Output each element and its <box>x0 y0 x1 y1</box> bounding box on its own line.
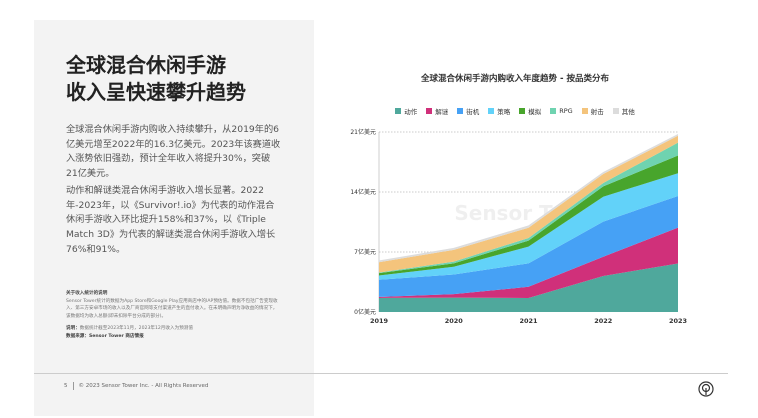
legend-item: 解谜 <box>426 106 448 116</box>
paragraph-2: 动作和解谜类混合休闲手游收入增长显著。2022年-2023年，以《Survivo… <box>66 185 276 255</box>
x-tick-label: 2022 <box>594 317 612 325</box>
legend-swatch <box>488 108 495 114</box>
legend-swatch <box>612 108 619 114</box>
legend-item: RPG <box>550 106 573 116</box>
y-tick-label: 21亿美元 <box>350 128 376 136</box>
area-series-动作 <box>379 263 678 312</box>
legend-item: 射击 <box>581 106 604 116</box>
notes-title: 关于收入统计的说明 <box>66 291 108 296</box>
y-tick-label: 0亿美元 <box>354 308 376 316</box>
source-text: Sensor Tower 商店情报 <box>88 333 144 339</box>
legend-label: 策略 <box>497 108 511 116</box>
title-line-2: 收入呈快速攀升趋势 <box>66 80 246 104</box>
note-text: 数据统计截至2023年11月，2023年12月收入为预测值 <box>79 326 193 331</box>
notes: 关于收入统计的说明 Sensor Tower统计的数据为App Store和Go… <box>66 290 281 340</box>
legend-item: 其他 <box>612 106 635 116</box>
legend-swatch <box>426 108 433 114</box>
legend-item: 模拟 <box>519 106 541 116</box>
x-tick-label: 2020 <box>445 317 464 325</box>
chart-title: 全球混合休闲手游内购收入年度趋势 - 按品类分布 <box>421 74 609 84</box>
legend-item: 动作 <box>395 106 417 116</box>
footer-divider <box>34 373 728 374</box>
x-tick-label: 2023 <box>669 317 687 325</box>
legend-swatch <box>550 108 557 114</box>
legend-item: 街机 <box>457 106 479 116</box>
footer: 5 © 2023 Sensor Tower Inc. - All Rights … <box>64 382 208 390</box>
page-number: 5 <box>64 383 68 389</box>
y-tick-label: 14亿美元 <box>350 188 376 196</box>
legend-label: RPG <box>559 107 573 115</box>
legend-swatch <box>519 108 526 114</box>
legend-item: 策略 <box>488 106 510 116</box>
legend-label: 射击 <box>590 108 604 116</box>
title-line-1: 全球混合休闲手游 <box>66 53 226 77</box>
legend-swatch <box>395 108 402 114</box>
notes-body: Sensor Tower统计的数据为App Store和Google Play应… <box>66 298 278 319</box>
text-panel <box>34 20 314 416</box>
legend-label: 解谜 <box>435 108 449 116</box>
chart-legend: 动作 解谜 街机 策略 模拟 RPG 射击 其他 <box>330 106 700 116</box>
legend-label: 其他 <box>621 108 635 116</box>
page-title: 全球混合休闲手游 收入呈快速攀升趋势 <box>66 52 306 106</box>
legend-label: 模拟 <box>528 108 542 116</box>
area-series-射击 <box>379 135 678 273</box>
area-series-街机 <box>379 195 678 297</box>
x-tick-label: 2021 <box>519 317 538 325</box>
source-label: 数据来源： <box>66 333 89 339</box>
x-tick-label: 2019 <box>370 317 389 325</box>
legend-label: 动作 <box>404 108 418 116</box>
copyright: © 2023 Sensor Tower Inc. - All Rights Re… <box>78 383 209 389</box>
legend-swatch <box>581 108 588 114</box>
legend-swatch <box>457 108 464 114</box>
footer-separator <box>72 382 74 390</box>
sensor-tower-logo-icon <box>698 381 714 397</box>
paragraph-1: 全球混合休闲手游内购收入持续攀升，从2019年的6亿美元增至2022年的16.3… <box>66 124 281 180</box>
note-label: 说明： <box>66 326 80 331</box>
legend-label: 街机 <box>466 108 480 116</box>
area-series-解谜 <box>379 227 678 298</box>
area-series-策略 <box>379 173 678 280</box>
y-tick-label: 7亿美元 <box>354 248 376 256</box>
